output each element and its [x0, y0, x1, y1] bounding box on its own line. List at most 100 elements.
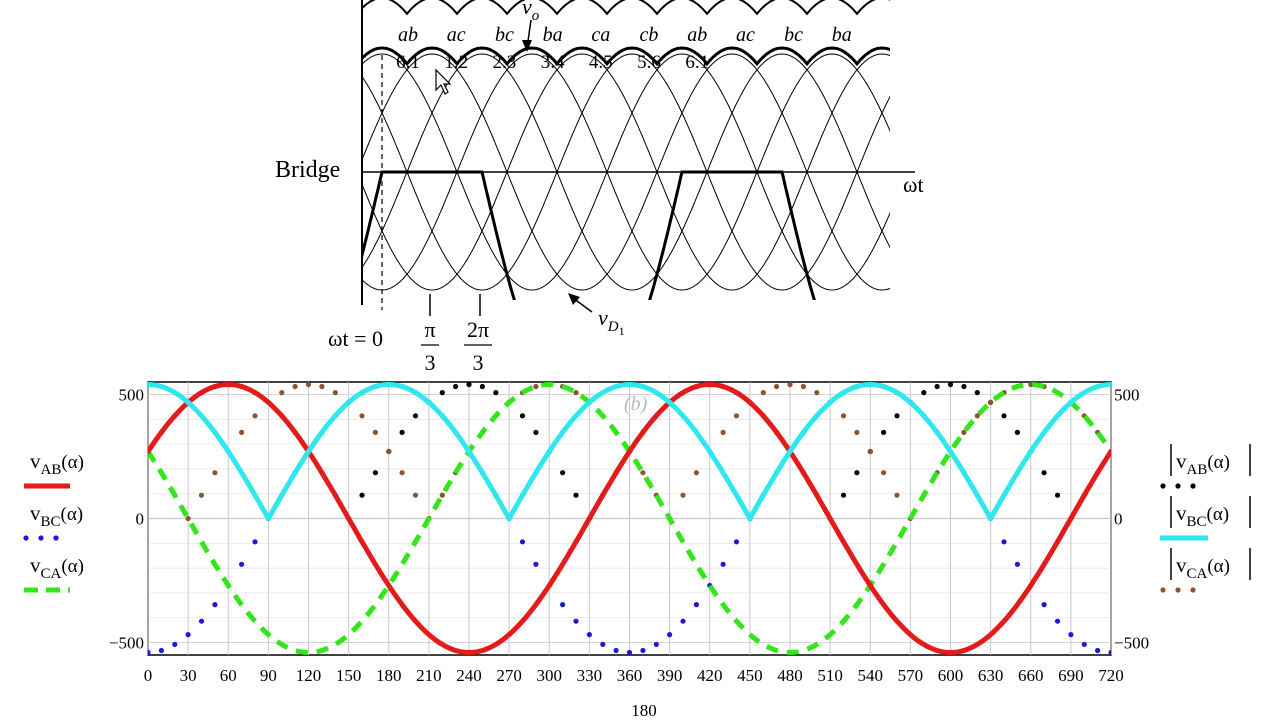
- vo-label: vo: [522, 0, 540, 24]
- diode-pair-label: 6.1: [396, 52, 420, 73]
- x-tick-label: 690: [1058, 666, 1084, 685]
- series-point: [533, 561, 539, 567]
- x-tick-label: 540: [858, 666, 884, 685]
- series-point: [1014, 429, 1021, 435]
- series-point: [292, 383, 298, 390]
- x-tick-label: 600: [938, 666, 964, 685]
- series-point: [466, 382, 472, 388]
- vd1-diode-voltage-curve: [362, 170, 816, 300]
- series-point: [359, 413, 365, 419]
- faded-b-label: (b): [624, 393, 648, 415]
- series-point: [840, 413, 847, 419]
- x-tick-label: 390: [657, 666, 683, 685]
- pi-over-3-num: π: [424, 317, 435, 342]
- series-point: [667, 632, 673, 638]
- diode-pair-label: 3.4: [541, 52, 565, 73]
- series-point: [279, 390, 285, 396]
- series-point: [158, 647, 164, 654]
- diode-pair-label: 1.2: [444, 52, 468, 73]
- series-line: [148, 382, 1111, 521]
- series-point: [733, 413, 740, 419]
- series-point: [252, 539, 258, 545]
- 2pi-over-3-num: 2π: [467, 317, 489, 342]
- series-point: [252, 413, 258, 419]
- series-point: [600, 641, 606, 648]
- upper-envelope-fragment: [362, 0, 890, 16]
- vo-output-envelope: [362, 46, 890, 67]
- series-point: [359, 492, 365, 498]
- x-tick-label: 240: [456, 666, 482, 685]
- series-point: [840, 492, 847, 498]
- series-point: [854, 470, 860, 476]
- series-point: [814, 390, 820, 396]
- legend-swatch: [1160, 587, 1166, 593]
- series-point: [934, 383, 940, 390]
- series-point: [760, 390, 766, 396]
- series-point: [239, 429, 245, 435]
- series-point: [412, 413, 419, 419]
- series-point: [1001, 539, 1007, 545]
- series-point: [1054, 618, 1061, 624]
- vo-arrow-head: [522, 40, 532, 52]
- diode-pair-label: 2.3: [493, 52, 517, 73]
- legend-swatch: [1190, 587, 1196, 593]
- phase-pair-label: ab: [398, 24, 418, 46]
- series-point: [239, 561, 245, 567]
- series-point: [881, 470, 887, 476]
- legend-right: vAB(α) vBC(α) vCA(α): [1160, 444, 1251, 593]
- mouse-cursor-icon: [435, 68, 452, 95]
- legend-left-label: vAB(α): [30, 449, 84, 478]
- bridge-diagram: Bridge ωt vo vD1 ωt = 0 π 3 2π 3 ab ac bc b…: [275, 0, 924, 375]
- y-tick-label-right: −500: [1114, 634, 1149, 653]
- series-point: [680, 618, 686, 624]
- series-point: [1068, 632, 1074, 638]
- series-point: [653, 641, 659, 648]
- x-tick-label: 210: [416, 666, 442, 685]
- x-tick-label: 180: [376, 666, 402, 685]
- series-point: [733, 539, 740, 545]
- legend-swatch: [53, 535, 59, 541]
- x-tick-labels: 0 30 60 90 120 150 180 210 240 270 300 330 360 390 420…: [144, 666, 1124, 685]
- series-point: [894, 413, 900, 419]
- x-tick-label: 30: [180, 666, 197, 685]
- bridge-line-voltage-curve: [362, 53, 890, 291]
- y-tick-label-left: −500: [109, 634, 144, 653]
- series-point: [493, 390, 499, 396]
- phase-pair-label: ac: [447, 24, 466, 46]
- series-point: [613, 647, 619, 654]
- series-point: [519, 539, 526, 545]
- series-point: [372, 429, 378, 435]
- series-point: [640, 470, 646, 476]
- series-point: [626, 649, 633, 655]
- phase-pair-label: bc: [495, 24, 514, 46]
- vd1-arrow-head: [568, 293, 580, 305]
- series-point: [787, 382, 793, 388]
- series-point: [894, 492, 900, 498]
- phase-pair-label: ba: [543, 24, 563, 46]
- series-point: [881, 429, 887, 435]
- series-point: [533, 383, 539, 390]
- diode-pair-label: 5.6: [637, 52, 661, 73]
- bridge-label: Bridge: [275, 157, 340, 183]
- series-point: [560, 602, 566, 608]
- bridge-line-voltage-curve: [362, 53, 890, 291]
- series-point: [974, 413, 980, 419]
- bridge-waveforms: [362, 0, 890, 300]
- series-point: [372, 470, 378, 476]
- series-point: [693, 602, 700, 608]
- phase-pair-label: ab: [687, 24, 707, 46]
- legend-left-label: vCA(α): [30, 553, 84, 582]
- series-point: [212, 602, 218, 608]
- series-point: [961, 429, 967, 435]
- x-tick-label: 720: [1098, 666, 1124, 685]
- series-point: [439, 492, 445, 498]
- series-point: [1041, 602, 1047, 608]
- series-point: [1014, 561, 1021, 567]
- y-tick-label-right: 500: [1114, 385, 1140, 404]
- y-tick-labels-left: 500 0 −500: [109, 385, 144, 652]
- series-point: [399, 470, 405, 476]
- series-point: [172, 641, 178, 648]
- series-point: [573, 390, 579, 396]
- x-tick-label: 330: [577, 666, 603, 685]
